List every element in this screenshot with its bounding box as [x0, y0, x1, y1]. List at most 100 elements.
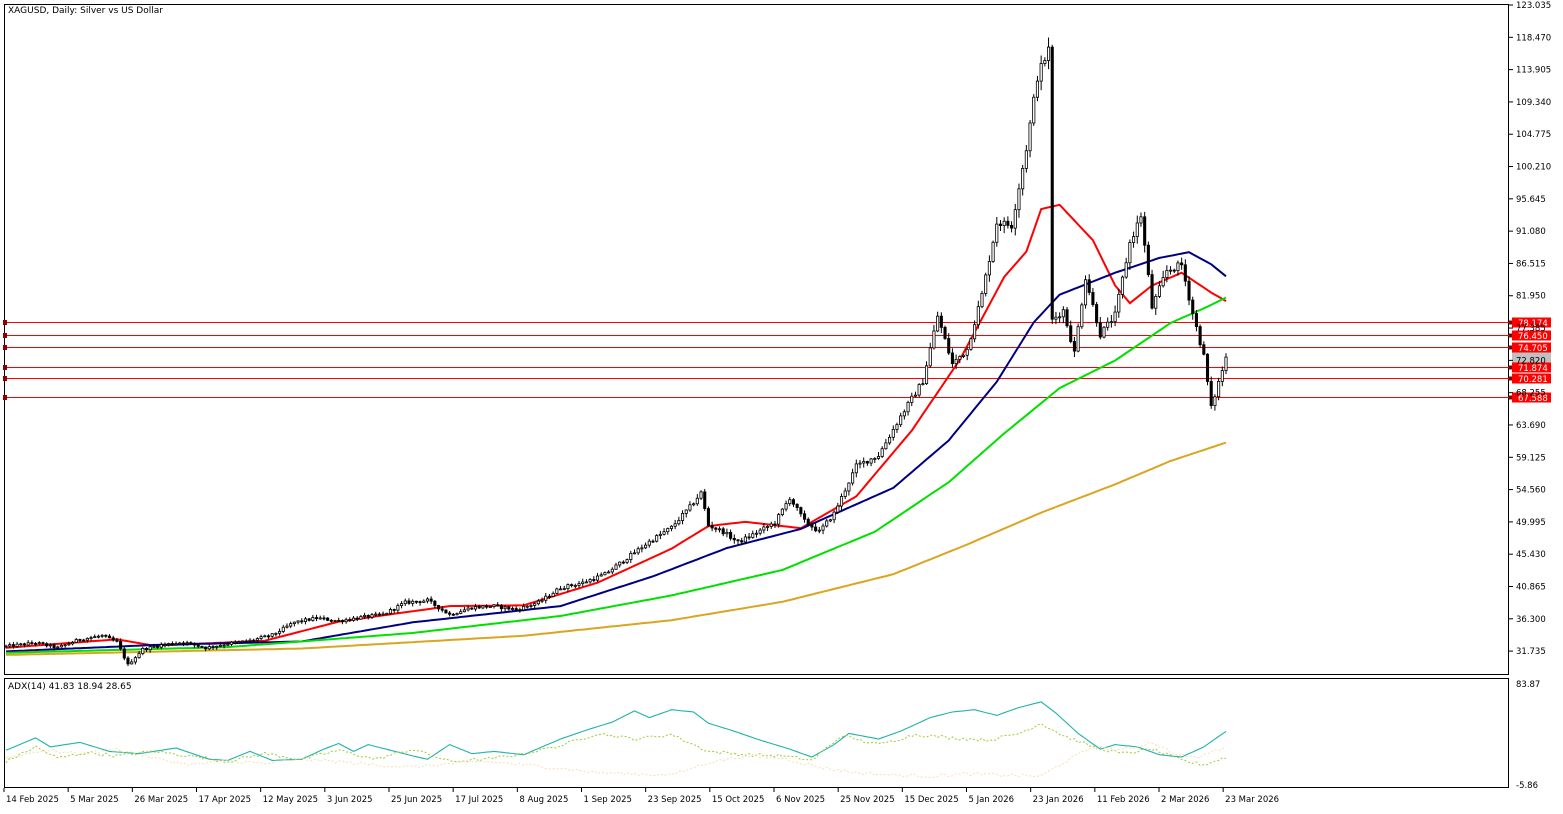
level-marker[interactable]: [3, 376, 7, 381]
candle: [814, 526, 818, 532]
price-axis: 123.035 118.470 113.905 109.340 104.775 100.2…: [1509, 1, 1551, 657]
candle: [226, 643, 230, 646]
adx-series-line[interactable]: [5, 741, 1227, 778]
candle: [677, 520, 681, 525]
candle: [854, 463, 858, 474]
candle: [725, 532, 729, 535]
candle: [618, 561, 622, 566]
candle: [281, 626, 285, 632]
candle: [821, 525, 825, 531]
price-tick-label: 45.430: [1516, 550, 1546, 560]
candle: [470, 607, 474, 610]
candle: [802, 513, 807, 520]
candle: [440, 608, 444, 611]
time-tick-label: 14 Feb 2025: [6, 795, 59, 805]
moving-average-line-mid[interactable]: [5, 251, 1227, 653]
candle: [170, 643, 174, 645]
candle: [1113, 311, 1117, 323]
level-marker[interactable]: [3, 365, 7, 370]
candle: [518, 609, 522, 612]
time-tick-label: 23 Jan 2026: [1033, 795, 1084, 805]
candle: [529, 605, 533, 607]
candle: [385, 612, 389, 615]
candle: [581, 581, 585, 585]
level-marker[interactable]: [3, 345, 7, 350]
candle: [910, 395, 914, 403]
candle: [1143, 216, 1147, 246]
time-tick-label: 25 Jun 2025: [391, 795, 442, 805]
candle: [1180, 262, 1184, 266]
candle: [987, 261, 991, 276]
candle: [137, 653, 141, 659]
candle: [880, 448, 884, 457]
level-price-label: 67.588: [1518, 394, 1548, 404]
candle: [233, 641, 237, 644]
candle: [392, 609, 396, 611]
candle: [1024, 150, 1028, 169]
candle: [573, 584, 577, 587]
candle: [292, 621, 296, 625]
candle: [740, 540, 744, 543]
level-marker[interactable]: [3, 333, 7, 338]
candle: [688, 504, 692, 511]
candle: [995, 223, 999, 243]
candle: [747, 536, 751, 539]
level-marker[interactable]: [3, 320, 7, 325]
candle: [599, 574, 603, 577]
candle: [15, 643, 19, 647]
candle: [1039, 63, 1043, 82]
candle: [1176, 262, 1180, 272]
current-price-tag: [1512, 352, 1551, 363]
candle: [326, 617, 330, 621]
time-tick-label: 12 May 2025: [263, 795, 318, 805]
candle: [314, 617, 319, 620]
candle: [63, 644, 67, 647]
candle: [311, 617, 315, 621]
candle: [181, 642, 186, 645]
candle: [522, 606, 526, 611]
candle: [222, 644, 226, 647]
candle: [936, 315, 940, 332]
candle: [388, 609, 393, 614]
candle: [1150, 274, 1154, 309]
candle: [1106, 321, 1110, 328]
candle: [1095, 304, 1099, 324]
candle: [100, 634, 104, 637]
level-axis-marker: [1509, 320, 1512, 325]
candle: [965, 348, 969, 356]
candle: [832, 511, 836, 521]
candle: [703, 491, 707, 509]
candle: [93, 636, 97, 639]
candle: [810, 524, 814, 528]
price-tick-label: 49.995: [1516, 518, 1546, 528]
candle: [8, 644, 12, 647]
price-tick-label: 54.560: [1516, 486, 1546, 496]
time-tick-label: 26 Mar 2025: [134, 795, 188, 805]
level-marker[interactable]: [3, 395, 7, 400]
candle: [329, 619, 333, 622]
candle: [41, 642, 45, 645]
candle: [766, 526, 770, 528]
candle: [710, 525, 714, 529]
level-price-tag: [1512, 362, 1551, 373]
candle: [1102, 326, 1106, 338]
price-tick-label: 113.905: [1516, 66, 1551, 76]
level-price-tag: [1512, 330, 1551, 341]
candle: [895, 424, 899, 430]
adx-series-line[interactable]: [5, 723, 1227, 766]
candle: [1183, 264, 1187, 282]
level-price-tag: [1512, 317, 1551, 328]
candle: [924, 365, 929, 385]
candle: [255, 638, 259, 641]
adx-tick-label: -5.86: [1516, 781, 1538, 791]
moving-average-line-long[interactable]: [5, 441, 1227, 656]
candle: [1032, 96, 1036, 124]
candle: [411, 600, 415, 604]
time-tick-label: 17 Jul 2025: [455, 795, 503, 805]
candle: [503, 606, 507, 610]
candle: [680, 513, 685, 521]
candle: [921, 383, 925, 386]
